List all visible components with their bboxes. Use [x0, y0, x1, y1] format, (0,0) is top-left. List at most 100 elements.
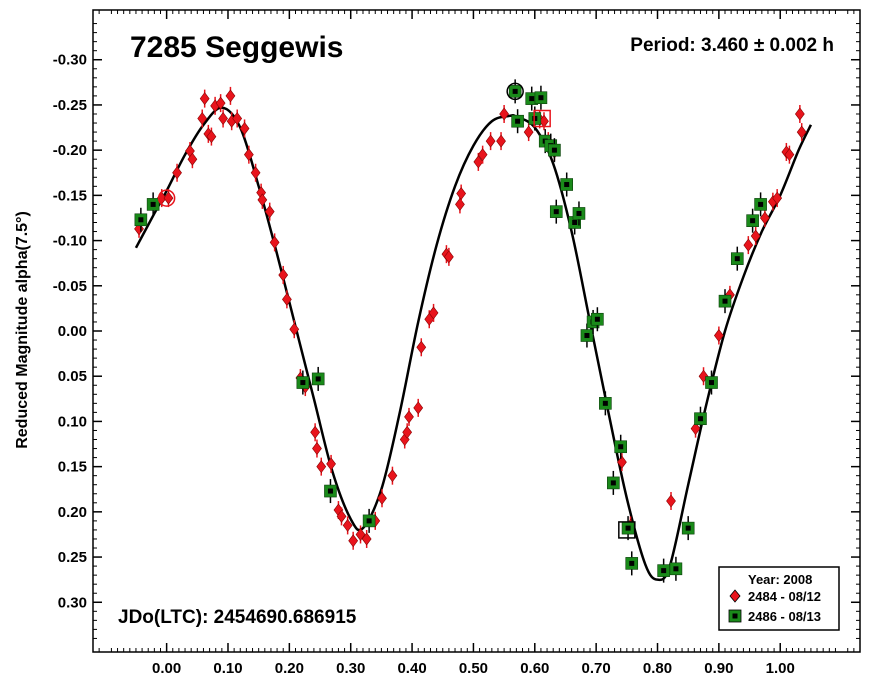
data-point-core [538, 95, 544, 101]
data-point-2484 [455, 197, 465, 211]
data-point-2484 [743, 238, 754, 252]
chart-title: 7285 Seggewis [130, 31, 343, 64]
data-point-2484 [278, 268, 289, 282]
data-point-2484 [187, 152, 198, 166]
data-point-core [661, 568, 667, 574]
data-point-2484 [232, 112, 243, 126]
highlight-square [533, 109, 551, 128]
data-point-2484 [477, 148, 488, 162]
highlight-square [618, 521, 636, 539]
x-tick-label: 0.00 [152, 660, 181, 677]
data-point-core [734, 256, 740, 262]
y-tick-label: 0.15 [58, 459, 87, 476]
data-point-core [327, 488, 333, 494]
plot-frame [92, 9, 861, 653]
highlight-markers [157, 82, 636, 539]
data-point-core [553, 209, 559, 215]
highlight-circle [506, 82, 524, 101]
x-tick-label: 0.20 [275, 660, 304, 677]
data-point-2484 [499, 107, 509, 121]
data-point-core [366, 518, 372, 524]
data-point-2484 [342, 518, 353, 532]
data-point-2484 [713, 329, 724, 343]
series-2484-points [134, 86, 807, 550]
data-point-core [551, 147, 557, 153]
data-point-2484 [523, 125, 534, 139]
data-point-2484 [215, 96, 226, 110]
series-2486-points [134, 79, 767, 583]
y-tick-label: -0.20 [53, 142, 87, 159]
data-point-core [758, 201, 764, 207]
x-tick-label: 0.70 [582, 660, 611, 677]
data-point-core [625, 525, 631, 531]
data-point-2484 [361, 532, 372, 546]
x-tick-label: 0.30 [336, 660, 365, 677]
data-point-2484 [428, 306, 439, 320]
y-tick-label: 0.30 [58, 594, 87, 611]
data-point-2484 [404, 410, 414, 424]
data-point-core [594, 316, 600, 322]
epoch-label: JDo(LTC): 2454690.686915 [118, 607, 357, 628]
y-tick-label: -0.15 [53, 187, 87, 204]
data-point-core [709, 380, 715, 386]
data-point-2484 [243, 148, 254, 162]
y-tick-label: 0.10 [58, 413, 87, 430]
data-point-2484 [413, 401, 424, 415]
x-tick-label: 1.00 [766, 660, 795, 677]
legend-entry-2484: 2484 - 08/12 [748, 589, 821, 604]
data-point-core [515, 118, 521, 124]
data-point-2484 [666, 494, 676, 508]
data-point-2484 [485, 134, 496, 148]
data-point-2484 [473, 155, 484, 169]
data-point-2484 [269, 235, 280, 249]
data-point-2484 [206, 130, 217, 144]
data-point-2484 [784, 148, 795, 162]
x-tick-label: 0.90 [704, 660, 733, 677]
data-point-core [685, 525, 691, 531]
data-point-2484 [690, 422, 701, 436]
data-point-core [697, 416, 703, 422]
data-point-2484 [257, 193, 268, 207]
data-point-2484 [289, 322, 300, 336]
data-point-core [722, 298, 728, 304]
data-point-core [629, 560, 635, 566]
data-point-core [564, 182, 570, 188]
data-point-2484 [416, 340, 427, 354]
x-tick-label: 0.80 [643, 660, 672, 677]
y-tick-label: -0.05 [53, 278, 87, 295]
legend-diamond-marker [729, 589, 741, 603]
data-point-2484 [796, 125, 807, 139]
data-point-core [584, 333, 590, 339]
data-point-2484 [172, 166, 182, 180]
period-label: Period: 3.460 ± 0.002 h [630, 35, 834, 56]
data-point-core [610, 480, 616, 486]
data-point-core [576, 210, 582, 216]
data-point-core [750, 218, 756, 224]
data-point-core [602, 400, 608, 406]
legend: Year: 2008 2484 - 08/12 2486 - 08/13 [718, 566, 840, 631]
data-point-2484 [760, 211, 770, 225]
y-axis: -0.30 -0.25 -0.20 -0.15 -0.10 -0.05 0.00 0.05 0.… [53, 23, 860, 639]
data-point-core [673, 566, 679, 572]
y-tick-label: 0.25 [58, 549, 87, 566]
data-point-2484 [617, 455, 627, 469]
legend-entry-2486: 2486 - 08/13 [748, 609, 821, 624]
data-point-2484 [377, 491, 387, 505]
highlight-circle [157, 189, 176, 207]
data-point-2484 [387, 469, 398, 483]
data-point-2484 [312, 442, 322, 456]
data-point-core [138, 217, 144, 223]
legend-square-core [732, 613, 738, 619]
y-tick-label: 0.05 [58, 368, 87, 385]
data-point-2484 [316, 460, 327, 474]
x-tick-label: 0.60 [520, 660, 549, 677]
data-point-2484 [794, 107, 805, 121]
data-point-2484 [199, 92, 210, 106]
legend-title: Year: 2008 [748, 572, 812, 587]
data-point-2484 [326, 457, 336, 471]
data-point-2484 [355, 527, 366, 541]
y-tick-label: -0.25 [53, 97, 87, 114]
y-tick-label: 0.00 [58, 323, 87, 340]
x-tick-label: 0.50 [459, 660, 488, 677]
